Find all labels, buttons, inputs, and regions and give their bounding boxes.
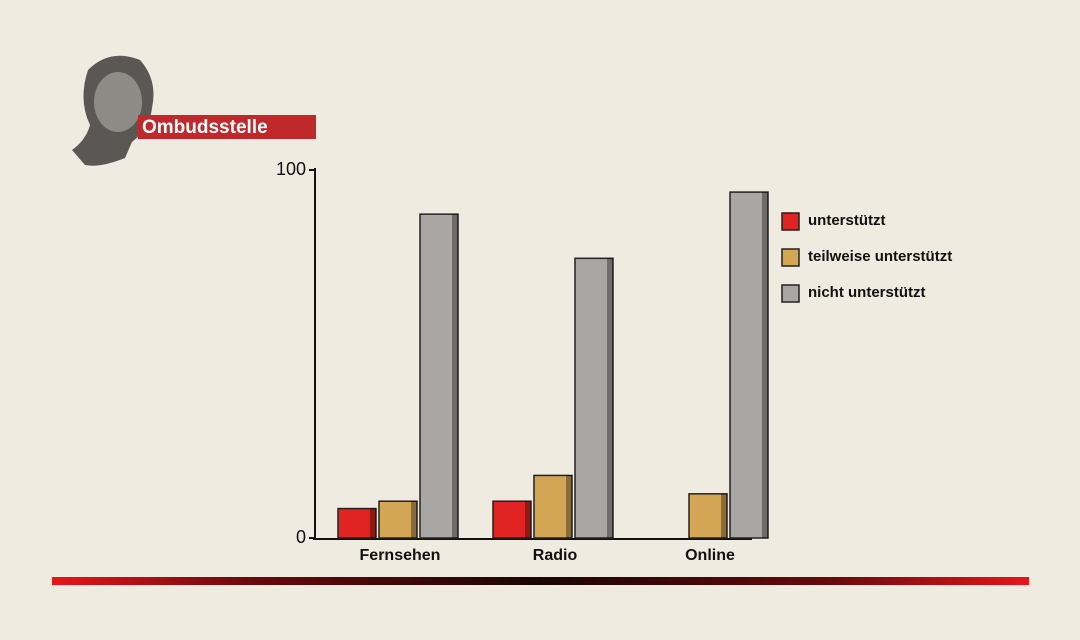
bar (729, 191, 769, 539)
bar (378, 500, 418, 539)
bar-shade (566, 475, 572, 538)
bar-shade (525, 501, 531, 538)
bar (337, 507, 377, 539)
bar-shade (370, 508, 376, 538)
bar (492, 500, 532, 539)
bar-shade (762, 192, 768, 538)
legend-swatch (781, 212, 800, 231)
legend-swatch (781, 284, 800, 303)
bar-shade (452, 214, 458, 538)
legend-label: teilweise unterstützt (808, 248, 952, 265)
x-tick-label: Radio (533, 547, 578, 564)
bar (533, 474, 573, 539)
y-tick-label: 0 (296, 527, 306, 547)
bar-shade (411, 501, 417, 538)
legend-label: unterstützt (808, 212, 886, 229)
brand-label: Ombudsstelle (142, 117, 268, 138)
y-tick-label: 100 (276, 159, 306, 179)
bar-shade (607, 258, 613, 538)
bar (574, 257, 614, 539)
x-tick-label: Online (685, 547, 735, 564)
bar (419, 213, 459, 539)
x-tick-label: Fernsehen (360, 547, 441, 564)
footer-stripe (52, 577, 1029, 585)
bar-shade (721, 493, 727, 538)
bar (688, 493, 728, 539)
legend-swatch (781, 248, 800, 267)
legend-label: nicht unterstützt (808, 284, 926, 301)
logo: Ombudsstelle (72, 55, 316, 166)
